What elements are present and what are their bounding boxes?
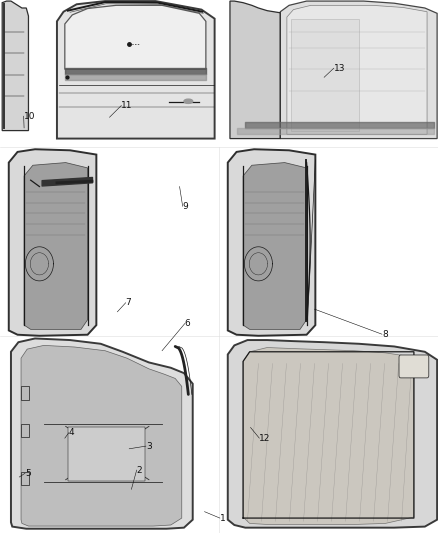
Polygon shape xyxy=(9,149,96,336)
Polygon shape xyxy=(24,163,88,329)
Text: 12: 12 xyxy=(259,434,271,442)
Text: 2: 2 xyxy=(137,466,142,474)
Text: 5: 5 xyxy=(25,469,31,478)
Text: 4: 4 xyxy=(69,429,74,437)
Polygon shape xyxy=(21,345,182,526)
Text: 6: 6 xyxy=(185,319,191,328)
Text: 8: 8 xyxy=(382,330,388,338)
Polygon shape xyxy=(230,1,280,139)
Text: 10: 10 xyxy=(24,112,35,120)
Bar xyxy=(21,472,29,485)
Polygon shape xyxy=(2,1,28,131)
Polygon shape xyxy=(243,348,414,524)
Bar xyxy=(68,427,145,481)
Ellipse shape xyxy=(184,99,193,103)
Polygon shape xyxy=(65,5,206,69)
Polygon shape xyxy=(57,1,215,139)
Polygon shape xyxy=(243,163,307,329)
Polygon shape xyxy=(228,149,315,336)
Polygon shape xyxy=(11,338,193,529)
Polygon shape xyxy=(228,340,437,528)
Bar xyxy=(21,424,29,437)
Text: 3: 3 xyxy=(146,442,152,450)
Polygon shape xyxy=(287,5,427,134)
Polygon shape xyxy=(280,1,437,139)
Polygon shape xyxy=(291,19,359,131)
FancyBboxPatch shape xyxy=(399,355,429,378)
Text: 9: 9 xyxy=(183,202,188,211)
Text: 1: 1 xyxy=(220,514,226,522)
Text: 7: 7 xyxy=(126,298,131,307)
Bar xyxy=(21,386,29,400)
Text: 11: 11 xyxy=(121,101,133,110)
Text: 13: 13 xyxy=(334,64,345,72)
